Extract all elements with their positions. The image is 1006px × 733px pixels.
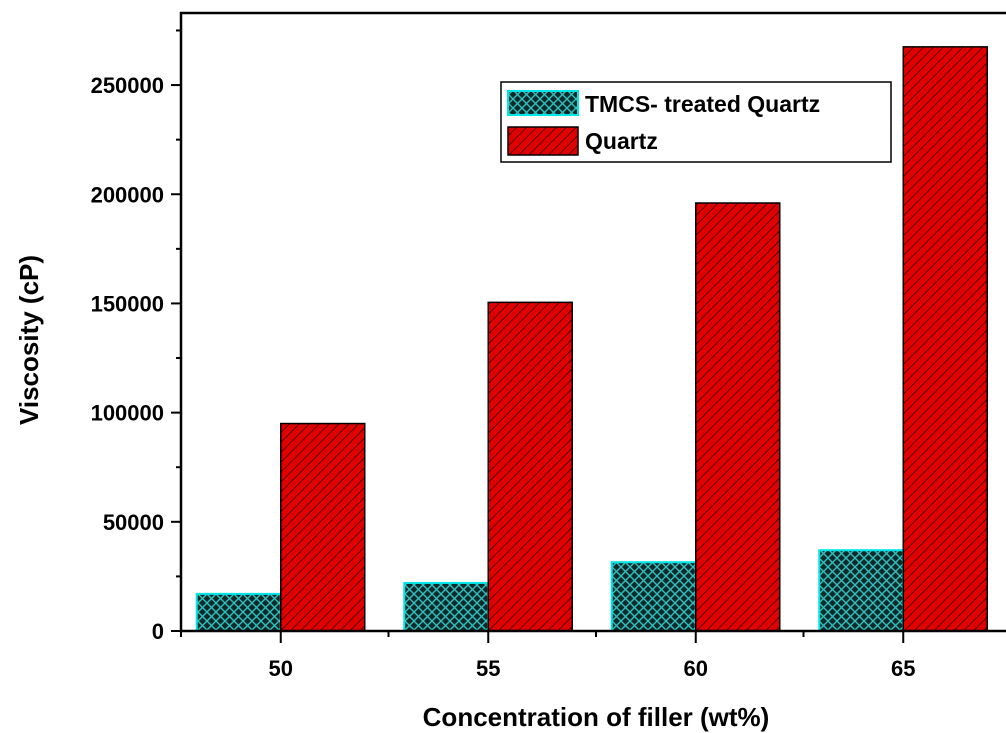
bar-tmcs-50	[195, 592, 282, 633]
bar-tmcs-60	[610, 561, 697, 633]
legend-label-tmcs: TMCS- treated Quartz	[585, 91, 820, 117]
y-tick-label: 200000	[91, 182, 164, 207]
bars-layer	[195, 46, 988, 633]
y-tick-label: 150000	[91, 291, 164, 316]
bar-tmcs-55	[403, 581, 490, 632]
x-tick-label: 50	[269, 656, 293, 681]
legend: TMCS- treated Quartz Quartz	[500, 81, 892, 163]
legend-label-quartz: Quartz	[585, 128, 658, 154]
bar-quartz-55	[487, 301, 573, 632]
x-tick-label: 60	[684, 656, 708, 681]
bar-quartz-65	[902, 46, 988, 632]
bar-quartz-60	[695, 202, 781, 632]
y-tick-label: 100000	[91, 401, 164, 426]
y-axis: 0 50000 100000 150000 200000 250000	[91, 29, 181, 644]
bar-tmcs-65	[818, 549, 905, 632]
y-tick-label: 50000	[103, 510, 164, 535]
x-axis-title: Concentration of filler (wt%)	[423, 702, 770, 732]
y-axis-title: Viscosity (cP)	[14, 255, 44, 425]
x-tick-label: 55	[476, 656, 500, 681]
legend-swatch-tmcs	[507, 90, 579, 116]
legend-swatch-quartz	[507, 126, 579, 156]
x-tick-label: 65	[891, 656, 915, 681]
y-tick-label: 250000	[91, 73, 164, 98]
y-tick-label: 0	[152, 619, 164, 644]
bar-quartz-50	[280, 422, 366, 632]
x-axis: 50 55 60 65	[180, 631, 915, 681]
